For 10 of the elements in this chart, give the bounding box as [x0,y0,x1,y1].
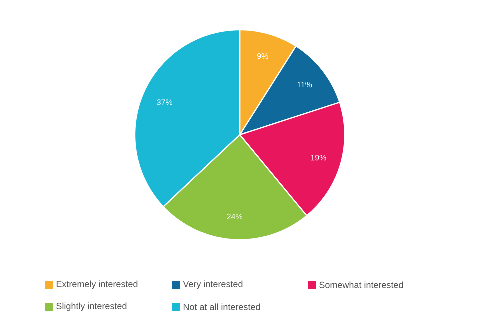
data-label: 37% [157,100,173,106]
data-label: 11% [298,82,312,88]
legend-label: Not at all interested [184,304,260,310]
data-label: 19% [311,155,326,161]
legend-label: Somewhat interested [320,282,404,288]
data-label: 9% [257,54,268,60]
data-label: 24% [227,214,243,220]
legend-label: Very interested [183,280,243,290]
legend-label: Slightly interested [56,302,127,312]
legend-label: Extremely interested [56,280,138,290]
